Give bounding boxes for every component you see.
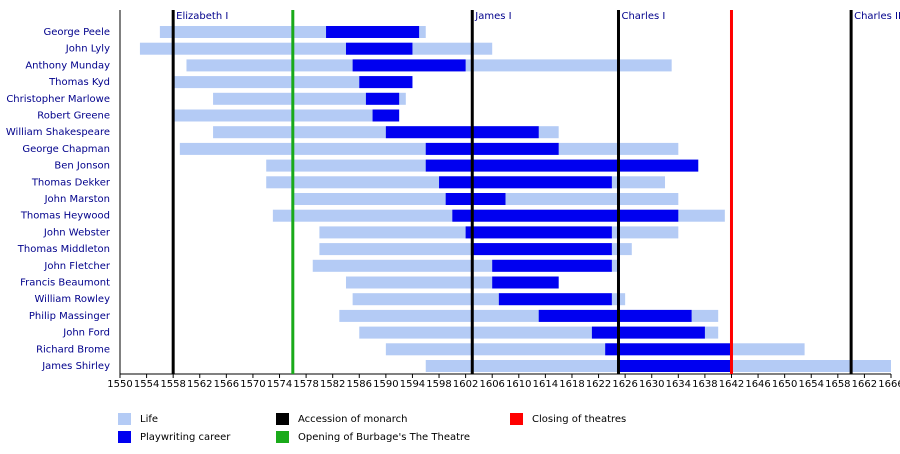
- row-label: William Shakespeare: [6, 127, 110, 138]
- life-bar: [213, 92, 406, 105]
- x-tick-label: 1586: [347, 379, 372, 390]
- career-bar: [372, 109, 400, 122]
- row-label: John Fletcher: [43, 261, 111, 272]
- event-label: Charles II: [854, 11, 900, 22]
- career-bar: [385, 126, 539, 139]
- row-label: Philip Massinger: [29, 311, 111, 322]
- legend-swatch: [276, 431, 289, 443]
- x-tick-label: 1650: [772, 379, 797, 390]
- career-bar: [472, 243, 612, 256]
- x-tick-label: 1562: [187, 379, 212, 390]
- x-tick-label: 1554: [134, 379, 159, 390]
- legend-swatch: [276, 413, 289, 425]
- x-tick-label: 1582: [320, 379, 345, 390]
- row-label: Anthony Munday: [25, 60, 110, 71]
- x-tick-label: 1594: [400, 379, 425, 390]
- x-tick-label: 1598: [426, 379, 451, 390]
- x-tick-label: 1634: [666, 379, 691, 390]
- legend-label: Opening of Burbage's The Theatre: [298, 432, 470, 443]
- legend-label: Life: [140, 414, 158, 425]
- row-label: William Rowley: [35, 294, 111, 305]
- x-tick-label: 1610: [506, 379, 531, 390]
- row-label: Thomas Kyd: [48, 77, 110, 88]
- event-label: Elizabeth I: [176, 11, 228, 22]
- x-tick-label: 1662: [852, 379, 877, 390]
- x-tick-label: 1630: [639, 379, 664, 390]
- career-bar: [452, 209, 679, 222]
- career-bar: [618, 360, 732, 372]
- career-bar: [492, 259, 612, 272]
- legend-swatch: [118, 413, 131, 425]
- career-bar: [445, 193, 506, 205]
- x-tick-label: 1654: [799, 379, 824, 390]
- row-label: Thomas Middleton: [17, 244, 110, 255]
- row-label: Thomas Heywood: [20, 211, 110, 222]
- career-bar: [345, 42, 413, 55]
- x-tick-label: 1550: [107, 379, 132, 390]
- x-tick-label: 1566: [214, 379, 239, 390]
- row-label: Thomas Dekker: [31, 177, 111, 188]
- legend-label: Playwriting career: [140, 432, 231, 443]
- legend-label: Closing of theatres: [532, 414, 626, 425]
- career-bar: [465, 226, 612, 239]
- row-label: George Peele: [43, 27, 110, 38]
- life-bar: [385, 343, 805, 356]
- life-bar: [139, 42, 493, 55]
- row-label: Ben Jonson: [54, 161, 110, 172]
- x-tick-label: 1574: [267, 379, 292, 390]
- row-label: John Marston: [44, 194, 110, 205]
- x-tick-label: 1646: [745, 379, 770, 390]
- life-bar: [173, 109, 400, 122]
- career-bar: [425, 142, 559, 155]
- row-label: James Shirley: [41, 361, 110, 372]
- event-label: Charles I: [621, 11, 665, 22]
- row-label: John Webster: [43, 227, 111, 238]
- career-bar: [492, 276, 559, 289]
- x-tick-label: 1626: [612, 379, 637, 390]
- career-bar: [498, 293, 612, 306]
- x-tick-label: 1658: [825, 379, 850, 390]
- career-bar: [365, 92, 400, 105]
- legend-label: Accession of monarch: [298, 414, 408, 425]
- career-bar: [425, 159, 699, 172]
- x-tick-label: 1570: [240, 379, 265, 390]
- career-bar: [326, 26, 420, 38]
- career-bar: [439, 176, 612, 189]
- career-bar: [359, 76, 413, 89]
- career-bar: [605, 343, 732, 356]
- x-tick-label: 1666: [878, 379, 900, 390]
- row-label: Francis Beaumont: [20, 278, 110, 289]
- x-tick-label: 1558: [160, 379, 185, 390]
- x-tick-label: 1578: [293, 379, 318, 390]
- x-tick-label: 1618: [559, 379, 584, 390]
- career-bar: [591, 326, 705, 339]
- row-label: Christopher Marlowe: [6, 94, 110, 105]
- x-tick-label: 1590: [373, 379, 398, 390]
- x-tick-label: 1606: [479, 379, 504, 390]
- event-label: James I: [474, 11, 511, 22]
- x-tick-label: 1614: [533, 379, 558, 390]
- career-bar: [352, 59, 466, 72]
- career-bar: [538, 309, 692, 322]
- legend-swatch: [510, 413, 523, 425]
- legend-swatch: [118, 431, 131, 443]
- row-label: John Lyly: [65, 44, 110, 55]
- x-tick-label: 1642: [719, 379, 744, 390]
- row-label: John Ford: [62, 328, 110, 339]
- x-tick-label: 1638: [692, 379, 717, 390]
- x-tick-label: 1622: [586, 379, 611, 390]
- x-tick-label: 1602: [453, 379, 478, 390]
- row-label: Robert Greene: [37, 111, 110, 122]
- row-label: George Chapman: [22, 144, 110, 155]
- row-label: Richard Brome: [36, 344, 110, 355]
